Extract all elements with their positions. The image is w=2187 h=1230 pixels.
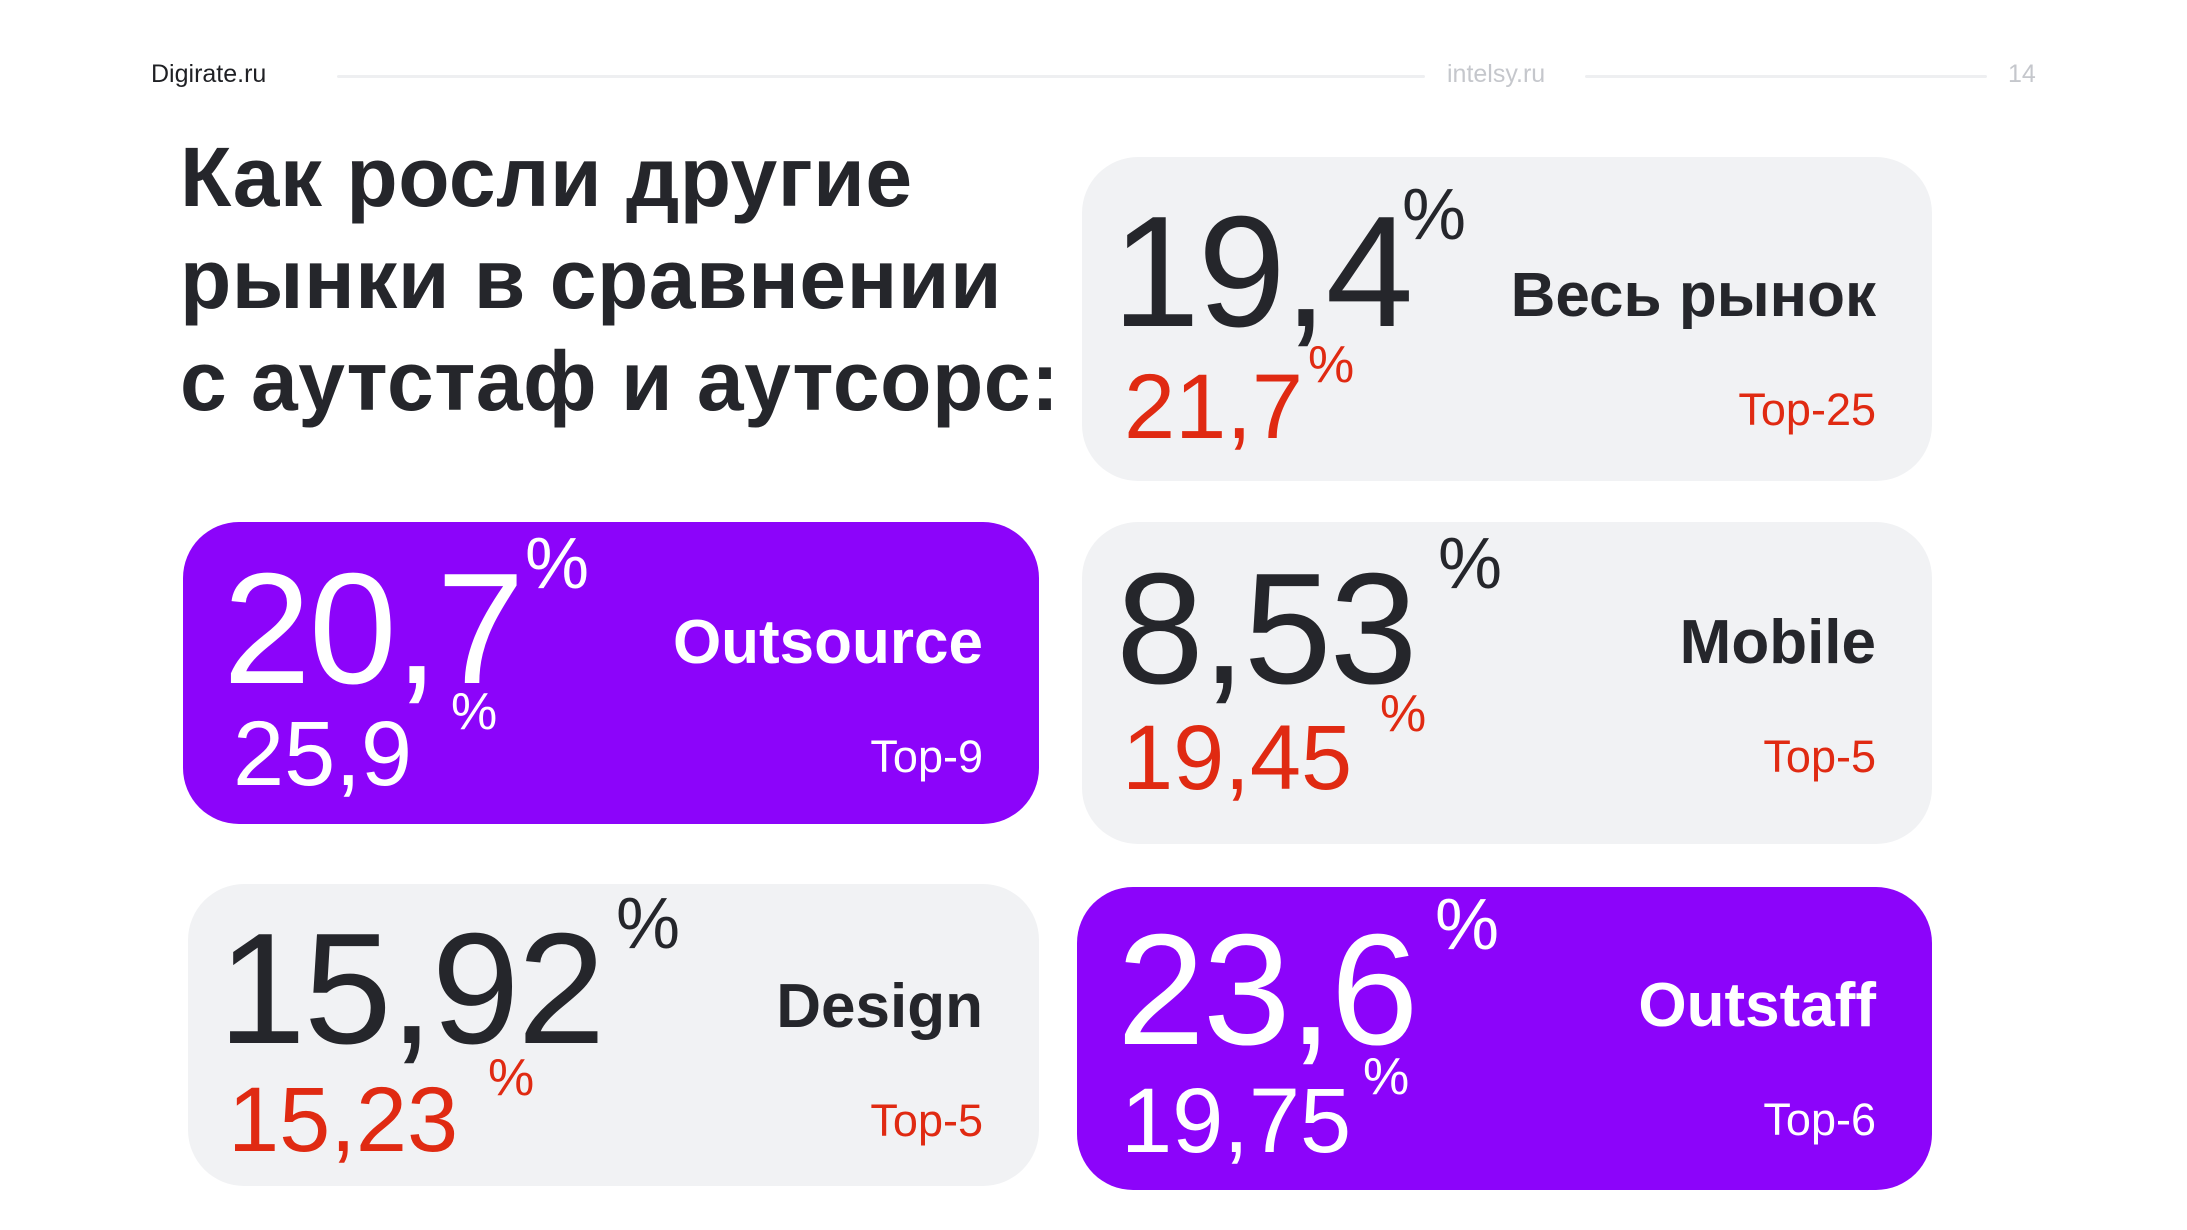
card-market: 19,4 % 21,7 % Весь рынок Top-25 [1082, 157, 1932, 481]
percent-sign: % [1308, 336, 1355, 394]
segment-label: Весь рынок [1510, 261, 1876, 330]
slide-title-line: с аутстаф и аутсорс: [180, 334, 1060, 428]
percent-sign: % [1435, 885, 1500, 965]
page-number: 14 [2008, 60, 2036, 88]
growth-value: 8,53 [1116, 541, 1418, 717]
segment-label: Outstaff [1638, 971, 1876, 1040]
percent-sign: % [1380, 685, 1427, 743]
card-mobile: 8,53 % 19,45 % Mobile Top-5 [1082, 522, 1932, 844]
percent-sign: % [525, 524, 590, 604]
top-label: Top-6 [1763, 1094, 1876, 1145]
top-label: Top-5 [1763, 731, 1876, 782]
percent-sign: % [451, 683, 498, 741]
percent-sign: % [1363, 1048, 1410, 1106]
growth-value: 20,7 [223, 541, 525, 717]
top-label: Top-5 [870, 1095, 983, 1146]
header-divider-left [337, 75, 1425, 78]
card-outsource: 20,7 % 25,9 % Outsource Top-9 [183, 522, 1039, 824]
percent-sign: % [1438, 524, 1503, 604]
top-growth-value: 19,75 [1121, 1070, 1352, 1172]
top-growth-value: 25,9 [233, 703, 413, 805]
slide-header: Digirate.ru intelsy.ru 14 [0, 58, 2187, 94]
percent-sign: % [616, 884, 681, 964]
percent-sign: % [1402, 175, 1467, 255]
growth-value: 15,92 [218, 901, 605, 1077]
card-outstaff: 23,6 % 19,75 % Outstaff Top-6 [1077, 887, 1932, 1190]
header-divider-right [1585, 75, 1987, 78]
card-design: 15,92 % 15,23 % Design Top-5 [188, 884, 1039, 1186]
slide-title: Как росли другие рынки в сравнении с аут… [180, 126, 1080, 432]
top-label: Top-9 [870, 731, 983, 782]
slide-title-line: Как росли другие [180, 130, 913, 224]
top-growth-value: 15,23 [228, 1069, 459, 1171]
top-growth-value: 19,45 [1122, 707, 1353, 809]
segment-label: Design [776, 972, 983, 1041]
slide-title-line: рынки в сравнении [180, 232, 1003, 326]
center-brand: intelsy.ru [1447, 60, 1546, 88]
growth-value: 23,6 [1117, 902, 1419, 1078]
segment-label: Mobile [1679, 608, 1876, 677]
growth-value: 19,4 [1112, 184, 1414, 360]
segment-label: Outsource [672, 608, 983, 677]
top-growth-value: 21,7 [1124, 356, 1304, 458]
left-brand: Digirate.ru [151, 60, 267, 88]
percent-sign: % [488, 1049, 535, 1107]
top-label: Top-25 [1738, 384, 1876, 435]
